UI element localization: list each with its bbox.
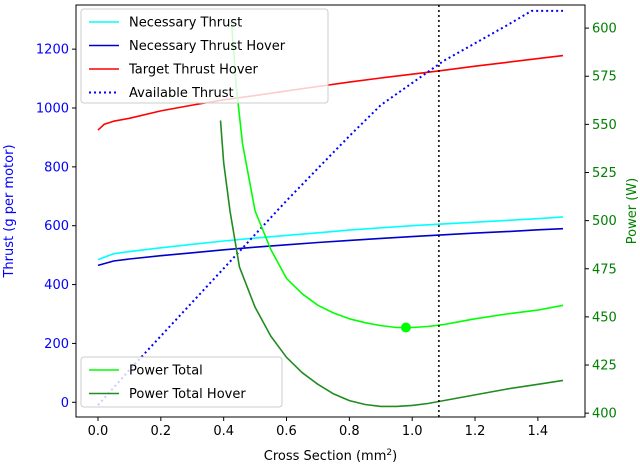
left-y-tick-label: 0 xyxy=(61,396,69,411)
x-tick-label: 1.4 xyxy=(528,424,549,439)
x-tick-label: 0.6 xyxy=(276,424,297,439)
legend-top-label-necessary-thrust: Necessary Thrust xyxy=(129,16,242,31)
left-y-tick-label: 400 xyxy=(44,278,69,293)
right-y-tick-label: 525 xyxy=(592,166,617,181)
x-tick-label: 0.4 xyxy=(213,424,234,439)
axes-layer: 0.0 0.2 0.4 0.6 0.8 1.0 1.2 1.4 0 200 400 600 800 100… xyxy=(2,4,640,464)
plot-frame xyxy=(75,4,586,418)
legend-bottom-label-power-total: Power Total xyxy=(129,364,203,379)
legend-bottom-box xyxy=(80,356,283,408)
x-tick-label: 1.0 xyxy=(402,424,423,439)
right-y-tick-label: 400 xyxy=(592,407,617,422)
left-y-tick-label: 600 xyxy=(44,219,69,234)
left-y-axis-label: Thrust (g per motor) xyxy=(2,144,17,278)
series-line-necessary-thrust-hover xyxy=(97,227,564,267)
right-y-tick-label: 500 xyxy=(592,214,617,229)
x-tick-label: 0.8 xyxy=(339,424,360,439)
series-line-available-thrust xyxy=(97,9,563,406)
right-y-tick-label: 550 xyxy=(592,118,617,133)
x-axis-label-main: Cross Section (mm xyxy=(264,449,387,464)
right-y-tick-label: 450 xyxy=(592,310,617,325)
legend-top-label-necessary-thrust-hover: Necessary Thrust Hover xyxy=(129,39,286,54)
legend-layer: Necessary Thrust Necessary Thrust Hover Ta… xyxy=(80,8,329,408)
x-axis-label-superscript: 2 xyxy=(386,448,392,458)
left-y-tick-label: 1000 xyxy=(36,102,69,117)
left-y-tick-label: 200 xyxy=(44,337,69,352)
right-y-tick-label: 425 xyxy=(592,359,617,374)
series-line-power-total xyxy=(230,22,564,329)
right-y-tick-label: 575 xyxy=(592,70,617,85)
legend-top-label-available-thrust: Available Thrust xyxy=(129,86,234,101)
series-line-power-total-hover xyxy=(219,120,564,408)
right-y-axis-label: Power (W) xyxy=(625,178,640,244)
x-tick-label: 0.2 xyxy=(150,424,171,439)
right-y-tick-label: 600 xyxy=(592,22,617,37)
series-line-necessary-thrust xyxy=(97,216,564,261)
x-tick-label: 1.2 xyxy=(465,424,486,439)
legend-top-label-target-thrust-hover: Target Thrust Hover xyxy=(128,63,259,78)
legend-bottom-label-power-total-hover: Power Total Hover xyxy=(129,387,246,402)
left-y-tick-label: 800 xyxy=(44,160,69,175)
x-tick-label: 0.0 xyxy=(88,424,109,439)
left-y-tick-label: 1200 xyxy=(36,43,69,58)
right-y-tick-label: 475 xyxy=(592,262,617,277)
power-total-minimum-marker xyxy=(400,322,411,333)
x-axis-label-end: ) xyxy=(392,449,397,464)
x-axis-label: Cross Section (mm2) xyxy=(264,448,397,464)
legend-top-box xyxy=(80,8,329,104)
